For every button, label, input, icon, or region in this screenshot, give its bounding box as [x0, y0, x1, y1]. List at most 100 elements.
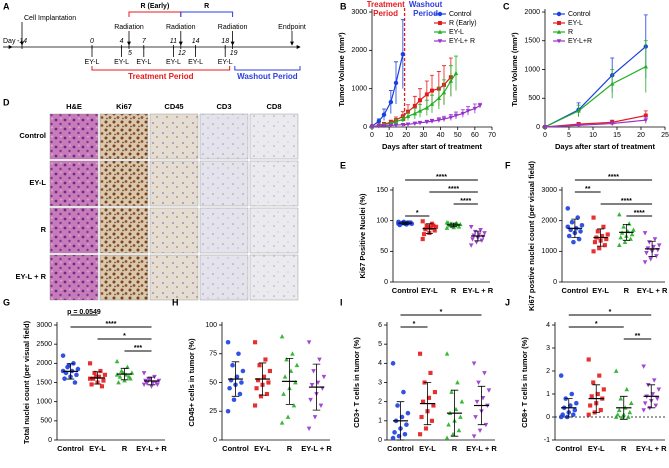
drug-label: EY-L	[136, 59, 151, 66]
x-tick-label: 70	[488, 132, 496, 139]
legend-marker	[437, 11, 443, 17]
marker	[117, 374, 123, 379]
period-bracket	[91, 66, 231, 71]
x-tick-label: EY-L + R	[136, 444, 167, 453]
day-number: 11	[170, 38, 177, 45]
marker	[423, 426, 429, 431]
marker	[601, 224, 606, 229]
marker	[255, 378, 261, 383]
implantation-label: Cell Implantation	[24, 15, 76, 22]
marker	[641, 364, 646, 369]
y-tick-label: 3000	[36, 322, 52, 329]
y-tick-label: 2000	[351, 47, 367, 54]
marker	[598, 408, 603, 413]
marker	[569, 219, 575, 225]
marker	[405, 122, 411, 127]
marker	[430, 88, 434, 93]
marker	[388, 123, 394, 128]
column-header: CD8	[266, 102, 281, 111]
marker	[294, 362, 300, 368]
marker	[240, 368, 246, 374]
significance-label: ***	[134, 345, 142, 352]
marker	[99, 384, 105, 389]
series-line	[544, 119, 646, 128]
marker	[618, 235, 624, 240]
marker	[478, 228, 483, 233]
marker	[376, 119, 382, 124]
y-tick-label: 3000	[351, 9, 367, 16]
day-label: Day	[3, 38, 16, 45]
histology-image	[149, 160, 199, 207]
marker	[618, 396, 624, 401]
marker	[592, 240, 598, 245]
marker	[643, 113, 648, 118]
marker	[405, 410, 411, 416]
marker	[579, 222, 585, 228]
marker	[468, 243, 474, 248]
marker	[101, 378, 106, 383]
marker	[648, 257, 654, 262]
y-tick-label: 6	[378, 322, 382, 329]
y-tick-label: 1000	[36, 399, 52, 406]
legend-marker	[437, 39, 443, 44]
marker	[625, 414, 631, 419]
x-tick-label: 50	[454, 132, 462, 139]
marker	[453, 113, 459, 118]
sd-bar	[474, 230, 482, 242]
x-tick-label: R	[624, 286, 630, 295]
marker	[465, 109, 471, 114]
x-tick-label: 20	[637, 132, 645, 139]
y-tick-label: 1500	[524, 38, 540, 45]
drug-label: EY-L	[114, 59, 129, 66]
marker	[654, 254, 659, 259]
row-label: EY-L	[29, 178, 46, 187]
row-label: Control	[19, 131, 46, 140]
histology-image	[149, 254, 199, 301]
sd-bar	[120, 367, 129, 381]
histology-image	[249, 113, 299, 160]
marker	[604, 236, 609, 242]
marker	[311, 369, 316, 374]
x-axis-label: Days after start of treatment	[382, 142, 483, 151]
marker	[586, 357, 591, 362]
x-tick-label: Control	[392, 286, 419, 295]
significance-label: *	[416, 210, 419, 217]
marker	[479, 238, 485, 243]
y-tick-label: 0	[384, 279, 388, 286]
y-axis-label: CD8+ T cells in tumor (%)	[520, 337, 529, 428]
marker	[225, 339, 231, 345]
marker	[644, 251, 649, 256]
x-tick-label: 25	[661, 132, 669, 139]
x-tick-label: EY-L + R	[463, 286, 494, 295]
marker	[88, 376, 93, 381]
marker	[412, 103, 417, 108]
y-tick-label: 4	[546, 322, 550, 329]
legend-marker	[556, 29, 562, 34]
x-tick-label: 30	[420, 132, 428, 139]
marker	[595, 229, 600, 234]
marker	[595, 391, 600, 397]
marker	[419, 414, 424, 420]
x-tick-label: 10	[385, 132, 393, 139]
marker	[421, 232, 427, 237]
marker	[456, 427, 462, 433]
marker	[591, 380, 596, 385]
panel-letter: D	[3, 97, 10, 107]
legend-label: R	[568, 29, 573, 36]
marker	[418, 351, 423, 356]
marker	[429, 119, 435, 124]
sd-bar	[423, 382, 432, 426]
marker	[444, 435, 450, 440]
marker	[428, 370, 433, 375]
marker	[610, 121, 615, 126]
histology-image	[149, 113, 199, 160]
marker	[412, 121, 418, 126]
marker	[656, 243, 662, 248]
marker	[628, 236, 633, 241]
y-tick-label: 1000	[541, 248, 557, 255]
day-number: 0	[90, 38, 94, 45]
marker	[420, 219, 425, 224]
y-tick-label: -1	[544, 437, 550, 444]
marker	[473, 415, 478, 420]
